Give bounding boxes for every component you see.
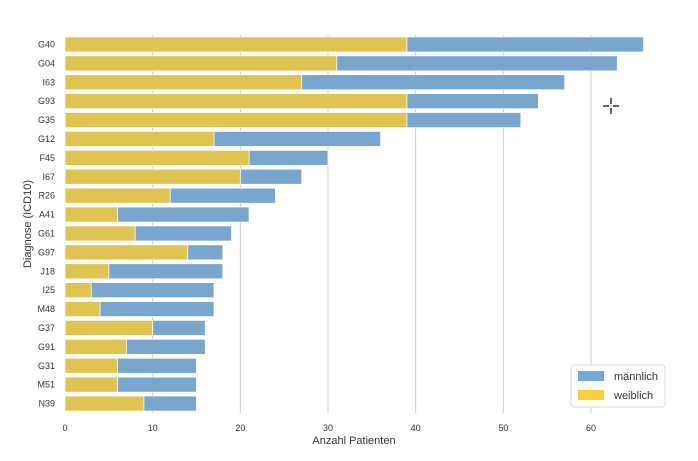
x-tick-label: 60 xyxy=(586,423,596,433)
x-tick-labels: 0 10 20 30 40 50 60 xyxy=(62,423,596,433)
bar-weiblich-A41 xyxy=(64,206,118,223)
y-tick-label: I67 xyxy=(42,172,55,182)
y-tick-label: M48 xyxy=(37,304,55,314)
x-tick-label: 30 xyxy=(323,423,333,433)
legend-swatch-weiblich xyxy=(578,390,604,400)
y-tick-label: G93 xyxy=(38,96,55,106)
y-tick-label: G12 xyxy=(38,134,55,144)
y-tick-label: J18 xyxy=(40,266,55,276)
bar-weiblich-G93 xyxy=(64,93,408,110)
y-tick-label: I63 xyxy=(42,77,55,87)
x-tick-label: 20 xyxy=(235,423,245,433)
y-tick-label: G97 xyxy=(38,247,55,257)
legend-label-weiblich: weiblich xyxy=(613,390,653,402)
bar-weiblich-G37 xyxy=(64,319,154,336)
y-tick-label: M51 xyxy=(37,380,55,390)
y-tick-label: I25 xyxy=(42,285,55,295)
y-tick-label: N39 xyxy=(38,399,55,409)
y-tick-label: G35 xyxy=(38,115,55,125)
bar-weiblich-R26 xyxy=(64,187,171,204)
x-tick-label: 50 xyxy=(498,423,508,433)
y-tick-label: G37 xyxy=(38,323,55,333)
bar-weiblich-J18 xyxy=(64,263,110,280)
bars xyxy=(64,36,644,412)
x-tick-label: 10 xyxy=(148,423,158,433)
y-axis-title: Diagnose (ICD10) xyxy=(22,180,34,268)
bar-weiblich-I63 xyxy=(64,74,303,91)
y-tick-label: F45 xyxy=(39,153,55,163)
x-axis-title: Anzahl Patienten xyxy=(312,435,395,447)
y-tick-label: G04 xyxy=(38,58,55,68)
bar-weiblich-G31 xyxy=(64,357,118,374)
y-tick-label: G40 xyxy=(38,39,55,49)
y-tick-label: G61 xyxy=(38,228,55,238)
legend-label-maennlich: männlich xyxy=(614,371,658,383)
y-tick-labels: G40 G04 I63 G93 G35 G12 F45 I67 R26 A41 G61 G97 J18 I… xyxy=(37,39,55,408)
bar-weiblich-I67 xyxy=(64,168,241,185)
crosshair-icon xyxy=(603,98,619,114)
legend: männlich weiblich xyxy=(570,364,666,408)
y-tick-label: G31 xyxy=(38,361,55,371)
bar-weiblich-N39 xyxy=(64,395,145,412)
bar-weiblich-G04 xyxy=(64,55,338,72)
bar-weiblich-G61 xyxy=(64,225,136,242)
bar-weiblich-G91 xyxy=(64,338,127,355)
bar-weiblich-M51 xyxy=(64,376,118,393)
gridlines xyxy=(152,35,592,413)
x-tick-label: 40 xyxy=(411,423,421,433)
y-tick-label: G91 xyxy=(38,342,55,352)
bar-weiblich-G40 xyxy=(64,36,408,53)
bar-weiblich-I25 xyxy=(64,282,92,299)
bar-weiblich-G12 xyxy=(64,130,215,147)
y-tick-label: R26 xyxy=(38,191,55,201)
y-tick-label: A41 xyxy=(39,210,55,220)
bar-weiblich-F45 xyxy=(64,149,250,166)
x-tick-label: 0 xyxy=(62,423,67,433)
bar-weiblich-G97 xyxy=(64,244,189,261)
bar-weiblich-G35 xyxy=(64,112,408,129)
bar-weiblich-M48 xyxy=(64,301,101,318)
legend-swatch-maennlich xyxy=(578,371,604,381)
